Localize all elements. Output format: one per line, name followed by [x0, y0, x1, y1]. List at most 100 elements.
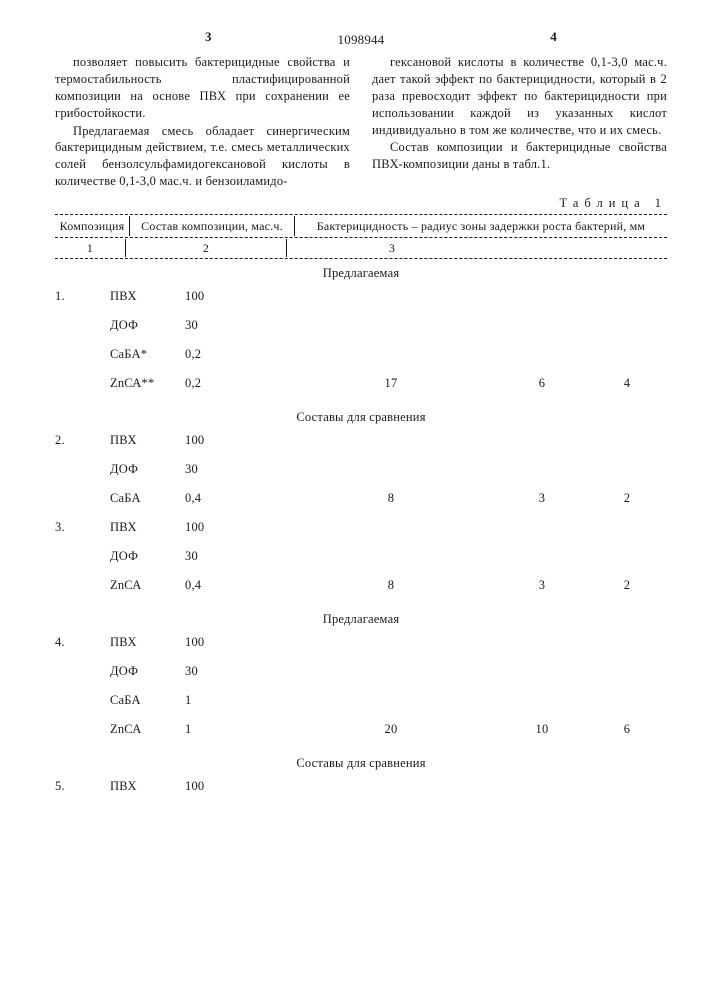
- bact-value-3: 2: [587, 577, 667, 594]
- table-row: СаБА0,4832: [55, 490, 667, 507]
- table-row: 3.ПВХ100: [55, 519, 667, 536]
- composition-number: 5.: [55, 778, 110, 795]
- component-name: ПВХ: [110, 634, 185, 651]
- row-spacer: [55, 652, 667, 662]
- component-name: ZnСА**: [110, 375, 185, 392]
- row-spacer: [55, 537, 667, 547]
- component-value: 30: [185, 461, 245, 478]
- component-value: 100: [185, 432, 245, 449]
- bact-value-3: 2: [587, 490, 667, 507]
- para: Состав композиции и бактерицидные свойст…: [372, 139, 667, 173]
- table-row: ZnСА0,4832: [55, 577, 667, 594]
- component-value: 0,4: [185, 577, 245, 594]
- component-value: 30: [185, 317, 245, 334]
- table-row: ДОФ30: [55, 548, 667, 565]
- row-spacer: [55, 479, 667, 489]
- text-columns: позволяет повысить бактерицидные свойств…: [55, 54, 667, 191]
- component-name: ZnСА: [110, 577, 185, 594]
- bact-value-2: 6: [497, 375, 587, 392]
- group-spacer: [55, 393, 667, 403]
- component-value: 0,4: [185, 490, 245, 507]
- bact-value-1: 17: [245, 375, 497, 392]
- page-num-right: 4: [550, 28, 557, 46]
- composition-number: 1.: [55, 288, 110, 305]
- subhead-3: 3: [287, 239, 497, 257]
- component-name: ДОФ: [110, 461, 185, 478]
- composition-number: 2.: [55, 432, 110, 449]
- bact-value-1: 8: [245, 490, 497, 507]
- component-value: 100: [185, 778, 245, 795]
- component-name: ZnСА: [110, 721, 185, 738]
- subhead-2: 2: [126, 239, 287, 257]
- subhead-4: [497, 239, 587, 257]
- table-row: 2.ПВХ100: [55, 432, 667, 449]
- table-row: 4.ПВХ100: [55, 634, 667, 651]
- row-spacer: [55, 364, 667, 374]
- table-row: СаБА*0,2: [55, 346, 667, 363]
- table-label: Таблица 1: [55, 195, 667, 212]
- para: позволяет повысить бактерицидные свойств…: [55, 54, 350, 122]
- table-row: 5.ПВХ100: [55, 778, 667, 795]
- component-name: ПВХ: [110, 432, 185, 449]
- para: гексановой кислоты в количестве 0,1-3,0 …: [372, 54, 667, 138]
- bact-value-3: 4: [587, 375, 667, 392]
- bact-value-3: 6: [587, 721, 667, 738]
- table-row: ДОФ30: [55, 317, 667, 334]
- bact-value-2: 10: [497, 721, 587, 738]
- document-page: 3 4 1098944 позволяет повысить бактерици…: [0, 0, 707, 1000]
- composition-number: 3.: [55, 519, 110, 536]
- bact-value-1: 8: [245, 577, 497, 594]
- group-spacer: [55, 796, 667, 806]
- component-value: 100: [185, 634, 245, 651]
- table-row: ДОФ30: [55, 663, 667, 680]
- subhead-1: 1: [55, 239, 126, 257]
- table-row: ZnСА120106: [55, 721, 667, 738]
- bact-value-1: 20: [245, 721, 497, 738]
- rule: [55, 214, 667, 215]
- component-value: 100: [185, 288, 245, 305]
- row-spacer: [55, 566, 667, 576]
- group-spacer: [55, 508, 667, 518]
- right-column: гексановой кислоты в количестве 0,1-3,0 …: [372, 54, 667, 191]
- subhead-5: [587, 239, 667, 257]
- component-name: ДОФ: [110, 663, 185, 680]
- component-value: 1: [185, 721, 245, 738]
- component-name: ПВХ: [110, 288, 185, 305]
- component-name: ДОФ: [110, 317, 185, 334]
- section-title: Составы для сравнения: [55, 409, 667, 426]
- group-spacer: [55, 739, 667, 749]
- component-name: ДОФ: [110, 548, 185, 565]
- bact-value-2: 3: [497, 490, 587, 507]
- row-spacer: [55, 710, 667, 720]
- component-value: 0,2: [185, 346, 245, 363]
- table-row: СаБА1: [55, 692, 667, 709]
- header-composition-parts: Состав композиции, мас.ч.: [130, 216, 295, 236]
- section-title: Предлагаемая: [55, 611, 667, 628]
- table-row: 1.ПВХ100: [55, 288, 667, 305]
- table-body: Предлагаемая1.ПВХ100ДОФ30СаБА*0,2ZnСА**0…: [55, 265, 667, 806]
- component-name: ПВХ: [110, 778, 185, 795]
- bact-value-2: 3: [497, 577, 587, 594]
- row-spacer: [55, 306, 667, 316]
- table-header-row: Композиция Состав композиции, мас.ч. Бак…: [55, 216, 667, 236]
- header-composition: Композиция: [55, 216, 130, 236]
- table-row: ZnСА**0,21764: [55, 375, 667, 392]
- row-spacer: [55, 335, 667, 345]
- group-spacer: [55, 595, 667, 605]
- component-value: 1: [185, 692, 245, 709]
- document-number: 1098944: [55, 31, 667, 49]
- component-value: 0,2: [185, 375, 245, 392]
- component-name: СаБА: [110, 692, 185, 709]
- component-value: 30: [185, 548, 245, 565]
- row-spacer: [55, 681, 667, 691]
- component-value: 100: [185, 519, 245, 536]
- composition-number: 4.: [55, 634, 110, 651]
- row-spacer: [55, 450, 667, 460]
- header-bactericidal: Бактерицидность – радиус зоны задержки р…: [295, 216, 667, 236]
- component-name: СаБА*: [110, 346, 185, 363]
- section-title: Предлагаемая: [55, 265, 667, 282]
- table-row: ДОФ30: [55, 461, 667, 478]
- left-column: позволяет повысить бактерицидные свойств…: [55, 54, 350, 191]
- component-name: СаБА: [110, 490, 185, 507]
- para: Предлагаемая смесь обладает синергически…: [55, 123, 350, 191]
